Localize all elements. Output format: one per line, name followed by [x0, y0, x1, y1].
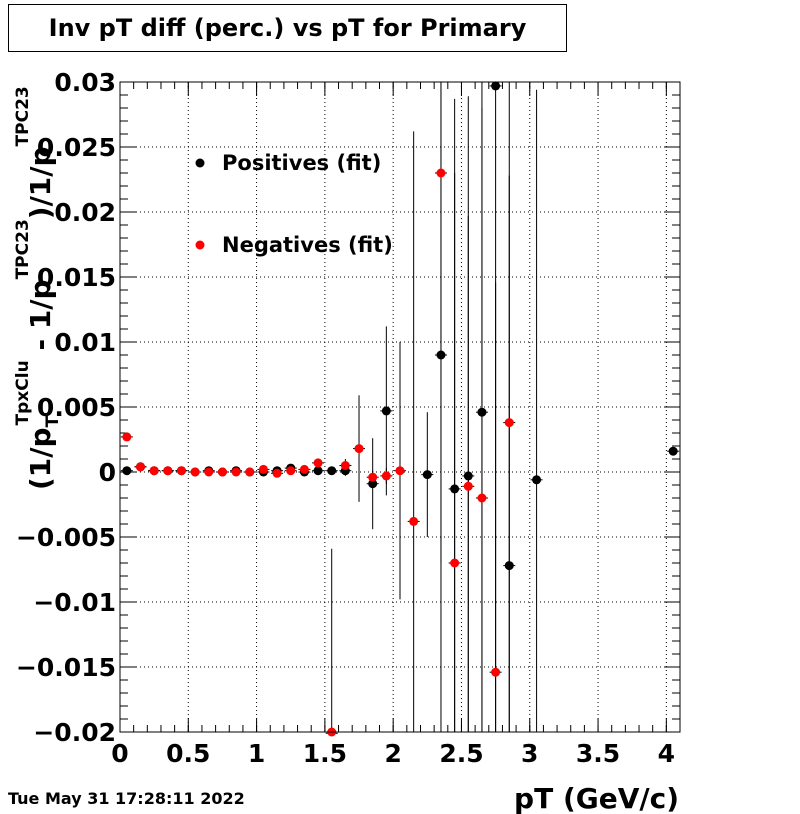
data-point-negatives [450, 558, 460, 568]
y-axis-label-open: (1/p [24, 427, 57, 490]
data-point-negatives [368, 472, 378, 482]
data-point-negatives [204, 467, 214, 477]
data-point-positives [381, 406, 391, 416]
x-tick-label: 2 [384, 739, 401, 768]
y-tick-labels: −0.02 −0.015 −0.01 −0.005 0 0.005 0.01 0.015 0.0… [16, 68, 116, 747]
y-axis-label-sup1: TpxClu [13, 360, 33, 425]
y-axis-label-sub1: T [43, 415, 63, 427]
data-point-negatives [409, 516, 419, 526]
data-point-negatives [436, 168, 446, 178]
data-point-positives [463, 471, 473, 481]
data-point-negatives [395, 466, 405, 476]
y-axis-label: (1/pTTpxClu - 1/pTPC23)/1/pTPC23 [13, 86, 63, 490]
y-tick-label: 0.025 [37, 133, 116, 162]
y-tick-label: 0.02 [54, 198, 116, 227]
data-point-positives [491, 81, 501, 91]
data-point-positives [477, 407, 487, 417]
data-point-positives [668, 446, 678, 456]
data-point-negatives [354, 444, 364, 454]
data-point-negatives [463, 481, 473, 491]
data-point-negatives [231, 467, 241, 477]
legend-marker-negatives [195, 240, 205, 250]
data-point-negatives [135, 462, 145, 472]
x-tick-label: 0.5 [166, 739, 210, 768]
data-point-negatives [504, 418, 514, 428]
x-tick-label: 3 [521, 739, 538, 768]
y-tick-label: −0.015 [16, 653, 116, 682]
y-tick-label: 0.03 [54, 68, 116, 97]
data-point-positives [327, 466, 337, 476]
data-point-negatives [149, 466, 159, 476]
y-tick-label: 0.015 [37, 263, 116, 292]
data-point-negatives [477, 493, 487, 503]
legend-label-negatives: Negatives (fit) [222, 233, 393, 257]
data-point-negatives [122, 432, 132, 442]
data-point-positives [504, 561, 514, 571]
data-point-negatives [299, 464, 309, 474]
timestamp: Tue May 31 17:28:11 2022 [8, 789, 245, 808]
y-tick-label: −0.005 [16, 523, 116, 552]
x-tick-label: 1.5 [303, 739, 347, 768]
data-point-negatives [272, 468, 282, 478]
y-axis-label-sup2: TPC23 [13, 219, 33, 279]
y-tick-label: −0.02 [33, 718, 116, 747]
data-point-negatives [245, 467, 255, 477]
data-point-negatives [258, 464, 268, 474]
x-tick-label: 3.5 [576, 739, 620, 768]
data-point-positives [313, 466, 323, 476]
y-tick-label: 0.005 [37, 393, 116, 422]
y-axis-label-mid2: )/1/p [24, 146, 57, 219]
data-point-negatives [176, 466, 186, 476]
data-point-negatives [286, 466, 296, 476]
data-point-positives [422, 470, 432, 480]
x-tick-label: 0 [111, 739, 128, 768]
x-tick-labels: 0 0.5 1 1.5 2 2.5 3 3.5 4 [111, 739, 675, 768]
data-point-negatives [163, 466, 173, 476]
data-point-negatives [190, 467, 200, 477]
y-tick-label: 0 [99, 458, 116, 487]
legend: Positives (fit) Negatives (fit) [195, 151, 393, 257]
data-point-positives [532, 475, 542, 485]
data-points [122, 81, 678, 737]
svg-text:(1/pTTpxClu - 1/pTPC23)/1/pTPC: (1/pTTpxClu - 1/pTPC23)/1/pTPC23 [13, 86, 63, 490]
plot-frame [119, 81, 681, 733]
data-point-negatives [340, 461, 350, 470]
legend-marker-positives [195, 158, 205, 168]
data-point-positives [122, 466, 132, 476]
data-point-negatives [381, 471, 391, 481]
y-tick-label: −0.01 [33, 588, 116, 617]
x-axis-label: pT (GeV/c) [514, 782, 679, 814]
data-point-positives [450, 484, 460, 494]
chart-title: Inv pT diff (perc.) vs pT for Primary [8, 4, 567, 52]
error-bars [120, 82, 680, 734]
legend-label-positives: Positives (fit) [222, 151, 381, 175]
y-tick-label: 0.01 [54, 328, 116, 357]
x-tick-label: 4 [658, 739, 675, 768]
x-tick-label: 2.5 [439, 739, 483, 768]
data-point-positives [436, 350, 446, 360]
data-point-positives [368, 479, 378, 489]
y-axis-label-sup3: TPC23 [13, 86, 33, 146]
y-axis-label-mid: - 1/p [24, 279, 57, 360]
data-point-negatives [217, 467, 227, 477]
x-tick-label: 1 [248, 739, 265, 768]
data-point-negatives [491, 667, 501, 677]
data-point-negatives [313, 458, 323, 468]
